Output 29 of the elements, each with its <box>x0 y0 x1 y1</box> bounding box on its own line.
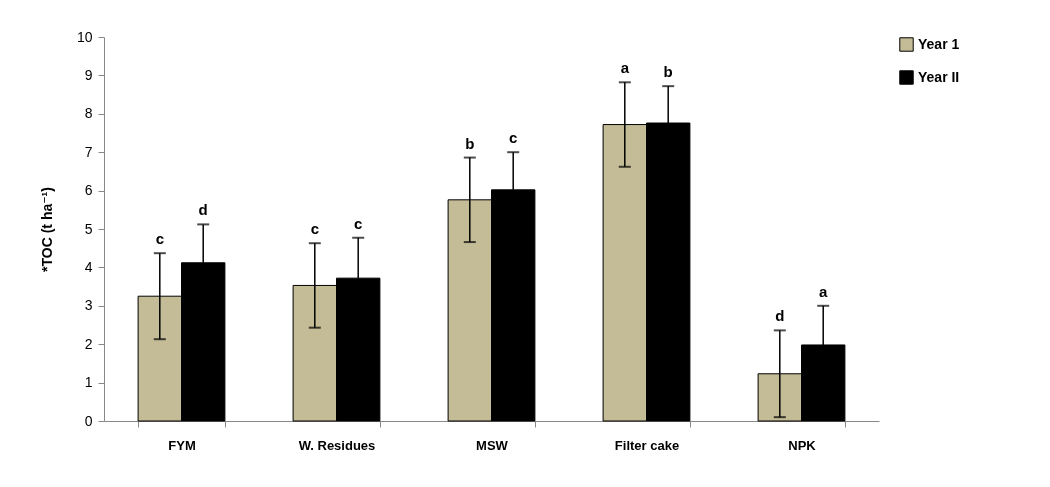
x-tick-label: NPK <box>788 437 817 453</box>
annotation: c <box>310 220 319 238</box>
annotation: a <box>620 59 630 77</box>
x-tick-label: FYM <box>168 437 196 453</box>
x-tick-label: MSW <box>476 437 509 453</box>
annotation: c <box>509 129 518 147</box>
annotation: c <box>155 230 164 248</box>
legend-label: Year 1 <box>918 35 960 52</box>
y-tick-label: 9 <box>84 66 93 83</box>
y-tick-label: 3 <box>84 297 93 314</box>
y-tick-label: 4 <box>84 258 93 275</box>
x-tick-label: Filter cake <box>614 437 680 453</box>
y-tick-label: 5 <box>84 220 93 237</box>
annotation: b <box>663 63 673 81</box>
annotation: b <box>465 134 475 152</box>
annotation: d <box>775 307 785 325</box>
y-tick-label: 7 <box>84 143 93 160</box>
y-tick-label: 2 <box>84 335 93 352</box>
y-tick-label: 6 <box>84 182 93 199</box>
y-axis-title: *TOC (t ha⁻¹) <box>38 187 55 272</box>
y-tick-label: 8 <box>84 105 93 122</box>
y-tick-label: 10 <box>76 28 93 45</box>
y-tick-label: 0 <box>84 412 93 429</box>
annotation: d <box>198 201 208 219</box>
legend-label: Year II <box>918 68 960 85</box>
annotation: c <box>354 214 363 232</box>
y-tick-label: 1 <box>84 374 93 391</box>
x-tick-label: W. Residues <box>298 437 376 453</box>
annotation: a <box>819 282 829 300</box>
